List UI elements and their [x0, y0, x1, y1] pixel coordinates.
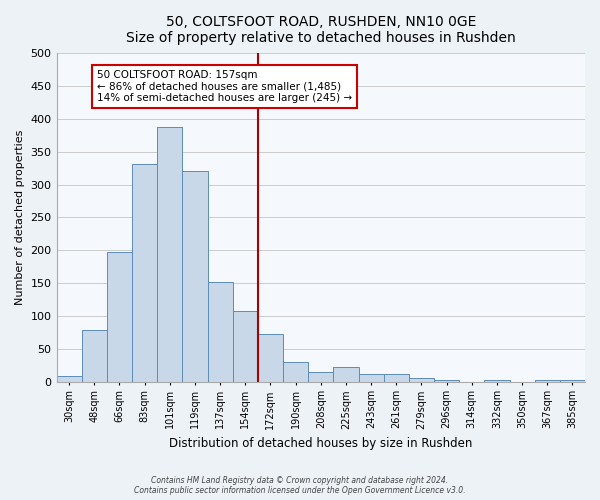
- Bar: [334, 367, 359, 382]
- Bar: [409, 378, 434, 382]
- Bar: [182, 172, 208, 382]
- Title: 50, COLTSFOOT ROAD, RUSHDEN, NN10 0GE
Size of property relative to detached hous: 50, COLTSFOOT ROAD, RUSHDEN, NN10 0GE Si…: [126, 15, 515, 45]
- Bar: [258, 334, 283, 382]
- Text: 50 COLTSFOOT ROAD: 157sqm
← 86% of detached houses are smaller (1,485)
14% of se: 50 COLTSFOOT ROAD: 157sqm ← 86% of detac…: [97, 70, 352, 103]
- Bar: [132, 164, 157, 382]
- Bar: [535, 380, 560, 382]
- Bar: [283, 362, 308, 382]
- Bar: [359, 374, 383, 382]
- Bar: [560, 380, 585, 382]
- X-axis label: Distribution of detached houses by size in Rushden: Distribution of detached houses by size …: [169, 437, 472, 450]
- Bar: [484, 380, 509, 382]
- Y-axis label: Number of detached properties: Number of detached properties: [15, 130, 25, 305]
- Bar: [56, 376, 82, 382]
- Bar: [383, 374, 409, 382]
- Bar: [308, 372, 334, 382]
- Bar: [233, 312, 258, 382]
- Text: Contains HM Land Registry data © Crown copyright and database right 2024.
Contai: Contains HM Land Registry data © Crown c…: [134, 476, 466, 495]
- Bar: [82, 330, 107, 382]
- Bar: [107, 252, 132, 382]
- Bar: [208, 282, 233, 382]
- Bar: [434, 380, 459, 382]
- Bar: [157, 127, 182, 382]
